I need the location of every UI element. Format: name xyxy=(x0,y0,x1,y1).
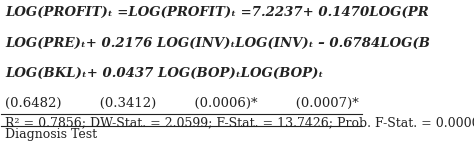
Text: LOG(BKL)ₜ+ 0.0437 LOG(BOP)ₜLOG(BOP)ₜ: LOG(BKL)ₜ+ 0.0437 LOG(BOP)ₜLOG(BOP)ₜ xyxy=(5,67,323,80)
Text: LOG(PRE)ₜ+ 0.2176 LOG(INV)ₜLOG(INV)ₜ – 0.6784LOG(B: LOG(PRE)ₜ+ 0.2176 LOG(INV)ₜLOG(INV)ₜ – 0… xyxy=(5,37,430,50)
Text: R² = 0.7856; DW-Stat. = 2.0599; F-Stat. = 13.7426; Prob. F-Stat. = 0.0000: R² = 0.7856; DW-Stat. = 2.0599; F-Stat. … xyxy=(5,116,474,129)
Text: (0.6482)         (0.3412)         (0.0006)*         (0.0007)*: (0.6482) (0.3412) (0.0006)* (0.0007)* xyxy=(5,97,359,110)
Text: LOG(PROFIT)ₜ =LOG(PROFIT)ₜ =7.2237+ 0.1470LOG(PR: LOG(PROFIT)ₜ =LOG(PROFIT)ₜ =7.2237+ 0.14… xyxy=(5,5,429,18)
Text: Diagnosis Test: Diagnosis Test xyxy=(5,128,97,141)
